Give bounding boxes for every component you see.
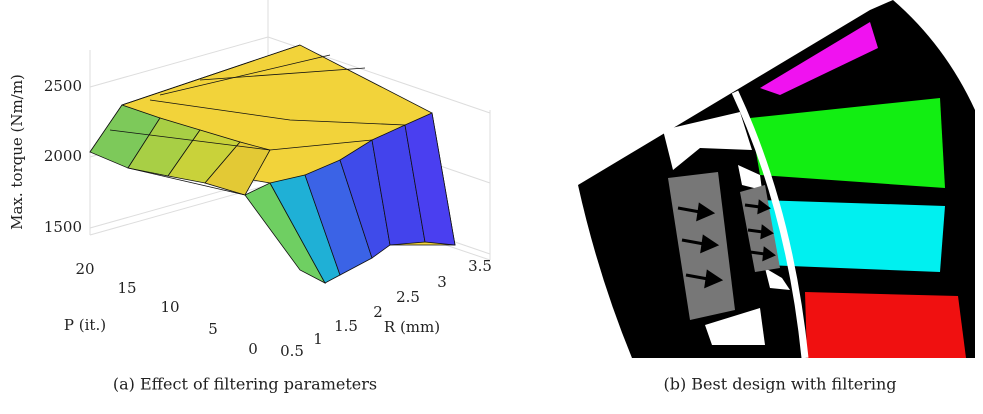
r-tick: 2.5 <box>396 288 420 306</box>
z-tick: 1500 <box>44 218 82 236</box>
z-label: Max. torque (Nm/m) <box>8 74 26 230</box>
r-label: R (mm) <box>384 318 440 336</box>
z-tick: 2500 <box>44 77 82 95</box>
z-tick: 2000 <box>44 147 82 165</box>
surface <box>89 44 456 284</box>
r-tick: 0.5 <box>280 342 304 360</box>
design-image <box>578 0 975 359</box>
r-tick: 3.5 <box>468 257 492 275</box>
p-tick: 15 <box>117 279 136 297</box>
r-tick: 2 <box>373 303 383 321</box>
p-tick: 5 <box>208 320 218 338</box>
p-label: P (it.) <box>64 316 106 334</box>
p-tick: 10 <box>160 298 179 316</box>
r-tick: 1 <box>313 330 323 348</box>
r-tick: 1.5 <box>334 317 358 335</box>
r-tick: 3 <box>437 273 447 291</box>
p-tick: 0 <box>248 340 258 358</box>
p-tick: 20 <box>75 260 94 278</box>
caption: (b) Best design with filtering <box>663 375 896 394</box>
caption: (a) Effect of filtering parameters <box>113 375 377 394</box>
